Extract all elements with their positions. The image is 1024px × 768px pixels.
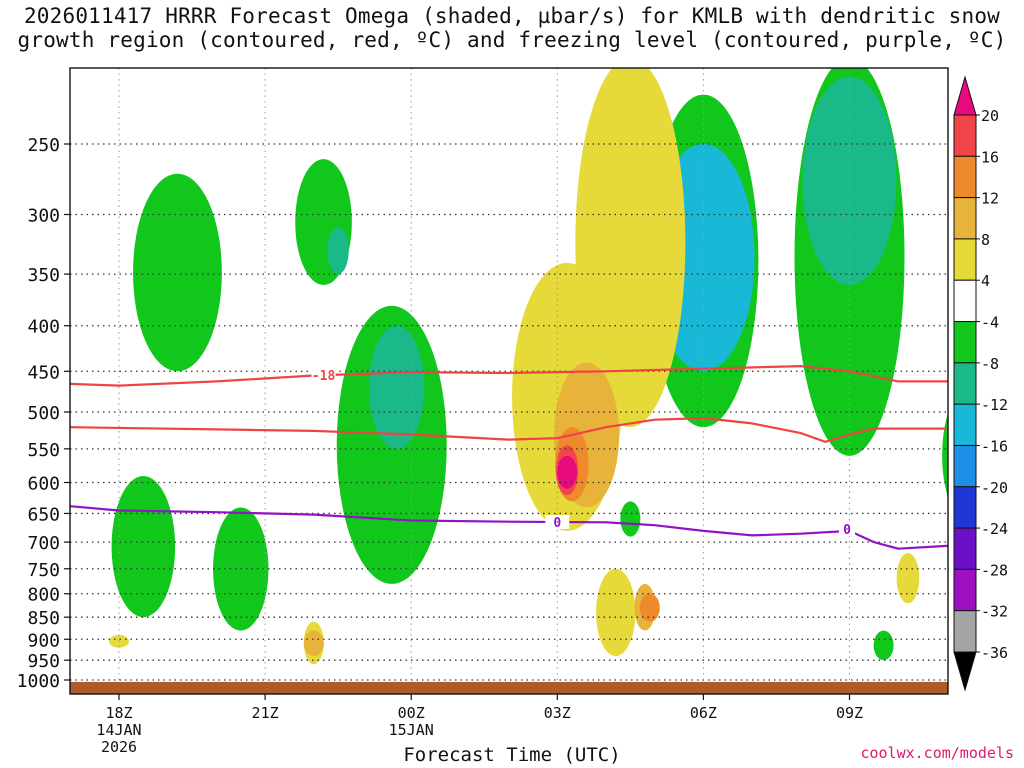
x-tick-label-06Z: 06Z xyxy=(690,704,717,722)
x-tick-label-09Z: 09Z xyxy=(836,704,863,722)
y-tick-label-600: 600 xyxy=(27,473,60,494)
colorbar-top-triangle xyxy=(953,75,977,116)
colorbar-label-9: -20 xyxy=(981,479,1008,497)
colorbar-box-6 xyxy=(953,321,977,364)
omega-region-5 xyxy=(111,475,176,618)
colorbar-box-11 xyxy=(953,527,977,570)
y-tick-label-800: 800 xyxy=(27,585,60,606)
contour-labels: -18 0 0 xyxy=(311,368,856,538)
y-tick-label-1000: 1000 xyxy=(17,671,60,692)
x-tick-label-03Z: 03Z xyxy=(544,704,571,722)
plot-frame xyxy=(69,67,949,695)
y-tick-label-350: 350 xyxy=(27,265,60,286)
y-tick-label-400: 400 xyxy=(27,317,60,338)
omega-region-20 xyxy=(557,455,578,489)
contour-label-bg-dgz_-18 xyxy=(311,368,336,383)
omega-region-13 xyxy=(620,501,641,537)
x-tick-sub1-00Z: 15JAN xyxy=(389,721,434,739)
x-tick-label-18Z: 18Z xyxy=(105,704,132,722)
y-tick-label-550: 550 xyxy=(27,440,60,461)
colorbar-label-8: -16 xyxy=(981,437,1008,455)
y-tick-label-450: 450 xyxy=(27,362,60,383)
omega-region-16 xyxy=(575,68,686,428)
colorbar-box-13 xyxy=(953,610,977,653)
y-tick-label-850: 850 xyxy=(27,608,60,629)
x-tick-sub2-18Z: 2026 xyxy=(101,738,137,756)
x-axis-title: Forecast Time (UTC) xyxy=(403,744,621,766)
colorbar-label-6: -8 xyxy=(981,355,999,373)
omega-region-10 xyxy=(802,76,897,285)
colorbar-box-7 xyxy=(953,362,977,405)
colorbar-label-2: 12 xyxy=(981,190,999,208)
grid-lines xyxy=(70,68,948,694)
colorbar-label-13: -36 xyxy=(981,644,1008,662)
colorbar-box-9 xyxy=(953,444,977,488)
terrain-band xyxy=(70,681,948,694)
omega-region-0 xyxy=(133,173,222,372)
contour-label-bg-freezing-2 xyxy=(839,522,856,537)
colorbar-box-10 xyxy=(953,486,977,529)
omega-region-4 xyxy=(368,325,425,449)
omega-region-21 xyxy=(596,568,636,657)
colorbar-label-11: -28 xyxy=(981,561,1008,579)
colorbar-bottom-triangle xyxy=(953,651,977,692)
contour-label-freezing_level_0C: 0 xyxy=(553,516,561,531)
colorbar-box-2 xyxy=(953,155,977,199)
terrain-fill xyxy=(70,681,948,694)
colorbar-box-12 xyxy=(953,568,977,612)
contour-label-freezing-2: 0 xyxy=(843,523,851,538)
omega-region-29 xyxy=(303,630,324,657)
y-tick-label-700: 700 xyxy=(27,533,60,554)
contour-label-dgz_-18: -18 xyxy=(312,369,336,384)
y-tick-label-650: 650 xyxy=(27,504,60,525)
colorbar-label-12: -32 xyxy=(981,603,1008,621)
colorbar-box-5 xyxy=(953,279,977,323)
contour-label-bg-freezing_level_0C xyxy=(545,514,570,529)
colorbar-label-4: 4 xyxy=(981,272,990,290)
colorbar-label-1: 16 xyxy=(981,148,999,166)
y-tick-label-950: 950 xyxy=(27,651,60,672)
colorbar-box-3 xyxy=(953,197,977,240)
y-axis: 2503003504004505005506006507007508008509… xyxy=(17,135,70,692)
y-tick-label-900: 900 xyxy=(27,630,60,651)
colorbar-box-1 xyxy=(953,114,977,157)
colorbar-box-8 xyxy=(953,403,977,446)
x-tick-sub1-18Z: 14JAN xyxy=(96,721,141,739)
colorbar-box-4 xyxy=(953,238,977,281)
colorbar-label-7: -12 xyxy=(981,396,1008,414)
y-tick-label-250: 250 xyxy=(27,135,60,156)
omega-region-11 xyxy=(942,412,948,498)
chart-title-line1: 2026011417 HRRR Forecast Omega (shaded, … xyxy=(23,4,1001,28)
y-tick-label-300: 300 xyxy=(27,205,60,226)
contour-dgz_-12 xyxy=(70,417,948,443)
colorbar-label-3: 8 xyxy=(981,231,990,249)
chart-title-line2: growth region (contoured, red, ºC) and f… xyxy=(17,28,1007,52)
omega-region-26 xyxy=(1014,174,1024,285)
omega-region-23 xyxy=(639,593,660,622)
omega-region-30 xyxy=(896,552,920,604)
colorbar-label-0: 20 xyxy=(981,107,999,125)
omega-region-2 xyxy=(327,227,349,275)
x-tick-label-00Z: 00Z xyxy=(398,704,425,722)
colorbar: 20 16 12 8 4 -4 -8 -12 -16 -20 -24 -28 -32 -36 xyxy=(953,75,1008,692)
contour-freezing_level_0C xyxy=(70,505,948,550)
x-tick-label-21Z: 21Z xyxy=(252,704,279,722)
y-tick-label-500: 500 xyxy=(27,403,60,424)
omega-region-14 xyxy=(873,630,894,661)
contour-dgz_-18 xyxy=(70,365,948,387)
watermark: coolwx.com/models xyxy=(860,744,1014,762)
colorbar-label-10: -24 xyxy=(981,520,1008,538)
colorbar-label-5: -4 xyxy=(981,314,999,332)
y-tick-label-750: 750 xyxy=(27,560,60,581)
contour-lines xyxy=(70,365,948,550)
